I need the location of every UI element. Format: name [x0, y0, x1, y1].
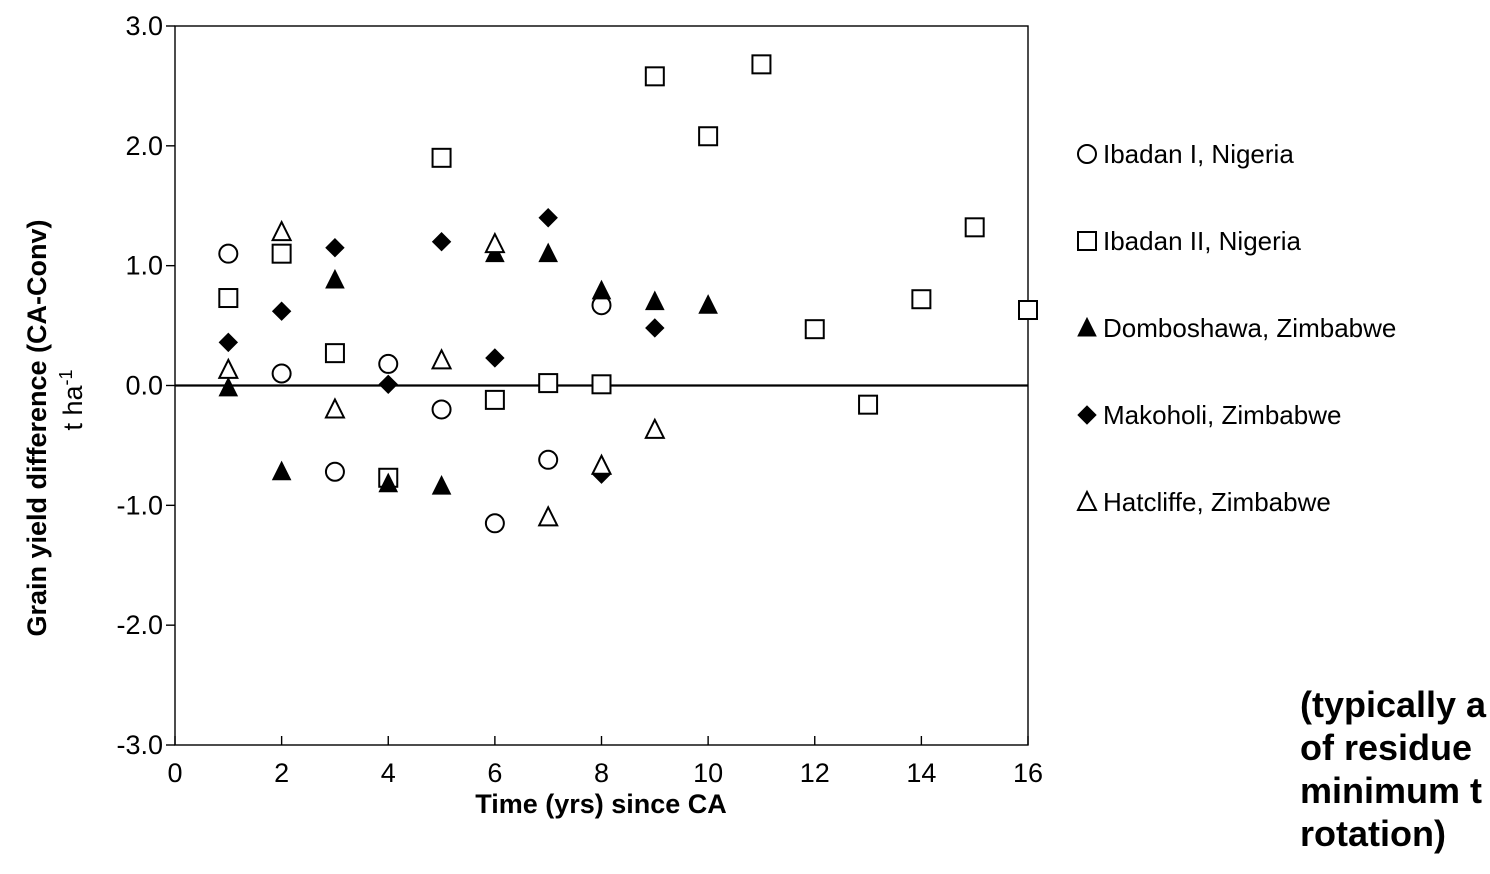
x-tick-label-5: 10: [693, 758, 723, 788]
legend-marker-0: [1077, 144, 1097, 164]
x-tick-label-7: 14: [906, 758, 936, 788]
series-1-point-1: [271, 243, 292, 264]
caption-line-4: rotation): [1300, 813, 1446, 854]
x-tick-label-8: 16: [1013, 758, 1043, 788]
series-3-point-8: [645, 318, 665, 338]
series-1-point-8: [644, 66, 665, 87]
series-2-point-3: [378, 472, 399, 493]
caption-line-3: minimum t: [1300, 770, 1483, 811]
series-0-point-5: [484, 513, 505, 534]
legend-label-2: Domboshawa, Zimbabwe: [1103, 313, 1396, 343]
series-1-point-5: [484, 389, 505, 410]
y-axis-unit-text: t ha: [58, 385, 88, 431]
series-1-point-4: [431, 147, 452, 168]
x-axis-title: Time (yrs) since CA: [475, 789, 727, 819]
series-3-point-1: [271, 301, 292, 321]
legend-marker-2: [1077, 316, 1097, 337]
series-1-point-14: [964, 217, 985, 238]
series-3-point-4: [431, 231, 452, 252]
y-axis-unit-exponent: -1: [56, 369, 76, 385]
legend-label-3: Makoholi, Zimbabwe: [1103, 400, 1341, 430]
series-2-point-4: [431, 475, 452, 495]
y-tick-label-1: 2.0: [125, 131, 163, 161]
series-2-point-2: [325, 268, 345, 289]
legend-marker-1: [1077, 231, 1097, 251]
series-4-point-6: [590, 453, 613, 475]
series-4-point-4: [484, 231, 506, 254]
caption-line-2: of residue: [1300, 727, 1473, 768]
legend-label-4: Hatcliffe, Zimbabwe: [1103, 487, 1331, 517]
series-0-point-2: [324, 461, 345, 482]
series-4-point-7: [644, 417, 666, 439]
series-0-point-4: [431, 399, 452, 420]
series-4-point-3: [430, 348, 453, 370]
series-3-point-3: [378, 374, 398, 395]
series-0-point-6: [538, 449, 559, 470]
series-2-point-9: [698, 294, 718, 314]
series-2-point-0: [218, 376, 239, 397]
series-1-point-10: [751, 54, 772, 75]
y-tick-label-2: 1.0: [125, 251, 163, 281]
series-3-point-5: [485, 348, 505, 368]
legend-label-0: Ibadan I, Nigeria: [1103, 139, 1294, 169]
series-1-point-0: [218, 288, 239, 309]
series-1-point-11: [804, 319, 825, 340]
x-tick-label-0: 0: [167, 758, 182, 788]
series-1-point-13: [911, 289, 932, 310]
y-tick-label-4: -1.0: [116, 490, 163, 520]
series-3-point-0: [218, 332, 239, 353]
caption-text: (typically a of residue minimum t rotati…: [1300, 683, 1490, 855]
chart-axes: 0 2 4 6 8 10 12 14 16 3.0 2.0 1.0 0.0 -1.0 -2.0 -3.0: [116, 11, 1043, 788]
x-tick-label-6: 12: [800, 758, 830, 788]
y-axis-title: Grain yield difference (CA-Conv): [22, 219, 52, 636]
series-1-point-6: [538, 373, 559, 394]
x-tick-label-4: 8: [594, 758, 609, 788]
series-0-point-3: [378, 353, 399, 374]
series-1-point-9: [698, 126, 719, 147]
legend-marker-3: [1077, 405, 1097, 425]
series-2-point-6: [538, 242, 558, 263]
series-3-point-6: [538, 208, 558, 228]
y-tick-label-3: 0.0: [125, 371, 163, 401]
series-1-point-2: [324, 343, 345, 364]
series-4-point-0: [217, 357, 239, 379]
x-tick-label-2: 4: [381, 758, 396, 788]
series-1-point-12: [858, 394, 879, 415]
y-tick-label-0: 3.0: [125, 11, 163, 41]
series-3-point-2: [325, 237, 345, 258]
svg-text:t ha-1: t ha-1: [56, 369, 88, 430]
series-4-point-2: [324, 397, 346, 419]
legend-label-1: Ibadan II, Nigeria: [1103, 226, 1302, 256]
series-2-point-1: [271, 460, 292, 481]
chart-markers: [217, 54, 1038, 534]
y-tick-label-5: -2.0: [116, 610, 163, 640]
caption-line-1: (typically a: [1300, 684, 1487, 725]
y-tick-label-6: -3.0: [116, 730, 163, 760]
series-1-point-15: [1018, 300, 1038, 321]
series-0-point-0: [218, 243, 239, 264]
legend-marker-4: [1076, 489, 1098, 511]
series-1-point-7: [591, 374, 612, 395]
x-tick-label-3: 6: [487, 758, 502, 788]
x-tick-label-1: 2: [274, 758, 289, 788]
series-0-point-1: [271, 363, 292, 384]
series-4-point-1: [271, 219, 293, 242]
chart-legend: Ibadan I, Nigeria Ibadan II, Nigeria Dombo…: [1076, 139, 1396, 517]
series-2-point-7: [591, 279, 612, 300]
series-2-point-8: [645, 290, 665, 311]
series-4-point-5: [537, 505, 559, 527]
y-axis-unit: t ha-1: [56, 369, 88, 430]
